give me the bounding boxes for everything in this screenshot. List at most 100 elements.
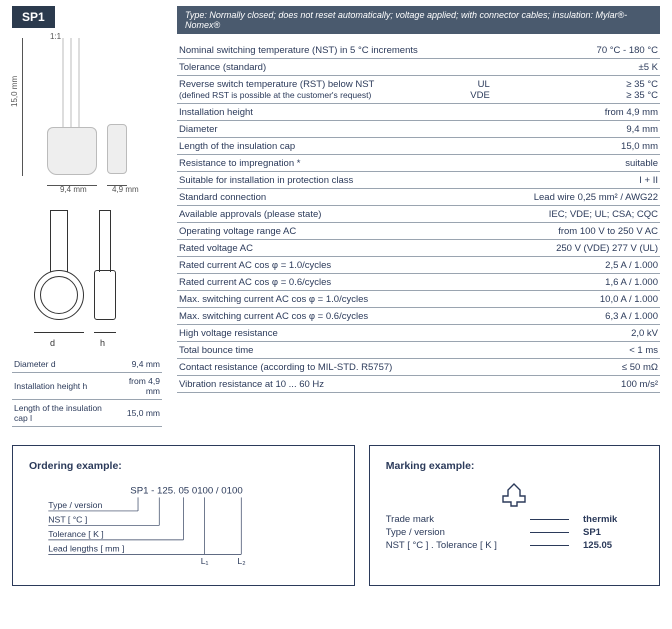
svg-text:L₂: L₂ bbox=[237, 556, 245, 566]
datasheet-page: SP1 1:1 15,0 mm 9,4 mm 4,9 mm bbox=[0, 0, 672, 598]
spec-value: from 100 V to 250 V AC bbox=[510, 223, 660, 240]
dimension-table: Diameter d9,4 mm Installation height hfr… bbox=[12, 356, 162, 427]
spec-value: 1,6 A / 1.000 bbox=[510, 274, 660, 291]
table-row: Available approvals (please state) IEC; V… bbox=[177, 206, 660, 223]
spec-value: 2,0 kV bbox=[510, 325, 660, 342]
table-row: Vibration resistance at 10 ... 60 Hz 100 … bbox=[177, 376, 660, 393]
spec-value: ±5 K bbox=[510, 59, 660, 76]
marking-row: NST [ °C ] . Tolerance [ K ] 125.05 bbox=[386, 540, 643, 551]
table-row: Rated current AC cos φ = 0.6/cycles1,6 A… bbox=[177, 274, 660, 291]
dim-value: from 4,9 mm bbox=[115, 373, 162, 400]
table-row: Rated voltage AC 250 V (VDE) 277 V (UL) bbox=[177, 240, 660, 257]
table-row: Rated current AC cos φ = 1.0/cycles 2,5 A… bbox=[177, 257, 660, 274]
spec-label: Vibration resistance at 10 ... 60 Hz bbox=[177, 376, 461, 393]
table-row: High voltage resistance 2,0 kV bbox=[177, 325, 660, 342]
td-stem bbox=[50, 210, 68, 272]
scale-label: 1:1 bbox=[50, 32, 61, 41]
marking-value: thermik bbox=[583, 514, 643, 525]
ordering-example-box: Ordering example: SP1 - 125. 05 0100 / 0… bbox=[12, 445, 355, 586]
td-body-inner bbox=[40, 276, 78, 314]
td-h-label: h bbox=[100, 338, 105, 348]
dim-value: 9,4 mm bbox=[115, 356, 162, 373]
table-row: Total bounce time < 1 ms bbox=[177, 342, 660, 359]
marking-row: Trade mark thermik bbox=[386, 514, 643, 525]
table-row: Standard connection Lead wire 0,25 mm² / … bbox=[177, 189, 660, 206]
spec-value: ≥ 35 °C≥ 35 °C bbox=[510, 76, 660, 104]
spec-label: Nominal switching temperature (NST) in 5… bbox=[177, 42, 461, 59]
spec-label: Rated current AC cos φ = 1.0/cycles bbox=[177, 257, 461, 274]
spec-label: Length of the insulation cap bbox=[177, 138, 461, 155]
table-row: Diameter 9,4 mm bbox=[177, 121, 660, 138]
spec-value: 9,4 mm bbox=[510, 121, 660, 138]
spec-value: suitable bbox=[510, 155, 660, 172]
marking-label: NST [ °C ] . Tolerance [ K ] bbox=[386, 540, 516, 551]
spec-label: Standard connection bbox=[177, 189, 461, 206]
dim-line-v bbox=[22, 38, 23, 176]
side-graphic bbox=[107, 124, 127, 174]
spec-label: Rated voltage AC bbox=[177, 240, 461, 257]
table-row: Max. switching current AC cos φ = 1.0/cy… bbox=[177, 291, 660, 308]
dim-label: Length of the insulation cap l bbox=[12, 400, 115, 427]
spec-value: Lead wire 0,25 mm² / AWG22 bbox=[510, 189, 660, 206]
td-side-stem bbox=[99, 210, 111, 272]
spec-value: 10,0 A / 1.000 bbox=[510, 291, 660, 308]
height-dim: 15,0 mm bbox=[10, 76, 19, 107]
table-row: Installation heightfrom 4,9 mm bbox=[177, 104, 660, 121]
spec-value: 250 V (VDE) 277 V (UL) bbox=[510, 240, 660, 257]
spec-value: I + II bbox=[510, 172, 660, 189]
spec-label: Operating voltage range AC bbox=[177, 223, 461, 240]
width2-dim: 4,9 mm bbox=[112, 185, 139, 194]
spec-label: Diameter bbox=[177, 121, 461, 138]
table-row: Contact resistance (according to MIL-STD… bbox=[177, 359, 660, 376]
marking-value: 125.05 bbox=[583, 540, 643, 551]
spec-value: 2,5 A / 1.000 bbox=[510, 257, 660, 274]
spec-table: Nominal switching temperature (NST) in 5… bbox=[177, 42, 660, 393]
table-row: Nominal switching temperature (NST) in 5… bbox=[177, 42, 660, 59]
table-row: Reverse switch temperature (RST) below N… bbox=[177, 76, 660, 104]
type-description-bar: Type: Normally closed; does not reset au… bbox=[177, 6, 660, 34]
marking-value: SP1 bbox=[583, 527, 643, 538]
spec-label: Max. switching current AC cos φ = 0.6/cy… bbox=[177, 308, 461, 325]
technical-drawing: d h bbox=[12, 200, 162, 350]
table-row: Tolerance (standard)±5 K bbox=[177, 59, 660, 76]
width1-dim: 9,4 mm bbox=[60, 185, 87, 194]
svg-text:Tolerance [ K ]: Tolerance [ K ] bbox=[48, 529, 103, 539]
right-column: Type: Normally closed; does not reset au… bbox=[177, 6, 660, 427]
marking-row: Type / version SP1 bbox=[386, 527, 643, 538]
spec-label: Max. switching current AC cos φ = 1.0/cy… bbox=[177, 291, 461, 308]
spec-value: IEC; VDE; UL; CSA; CQC bbox=[510, 206, 660, 223]
table-row: Diameter d9,4 mm bbox=[12, 356, 162, 373]
ordering-diagram: SP1 - 125. 05 0100 / 0100 Type / version… bbox=[29, 482, 338, 569]
spec-label: High voltage resistance bbox=[177, 325, 461, 342]
table-row: Length of the insulation cap l15,0 mm bbox=[12, 400, 162, 427]
marking-title: Marking example: bbox=[386, 460, 643, 472]
spec-label: Installation height bbox=[177, 104, 461, 121]
svg-text:Lead lengths [ mm ]: Lead lengths [ mm ] bbox=[48, 543, 124, 553]
product-drawing: 1:1 15,0 mm 9,4 mm 4,9 mm bbox=[12, 32, 162, 427]
td-side bbox=[94, 270, 116, 320]
table-row: Operating voltage range AC from 100 V to … bbox=[177, 223, 660, 240]
spec-value: 70 °C - 180 °C bbox=[510, 42, 660, 59]
spec-value: ≤ 50 mΩ bbox=[510, 359, 660, 376]
spec-label: Available approvals (please state) bbox=[177, 206, 461, 223]
dim-label: Diameter d bbox=[12, 356, 115, 373]
dim-value: 15,0 mm bbox=[115, 400, 162, 427]
left-column: SP1 1:1 15,0 mm 9,4 mm 4,9 mm bbox=[12, 6, 167, 427]
table-row: Suitable for installation in protection … bbox=[177, 172, 660, 189]
table-row: Installation height hfrom 4,9 mm bbox=[12, 373, 162, 400]
spec-label: Total bounce time bbox=[177, 342, 461, 359]
spec-value: 6,3 A / 1.000 bbox=[510, 308, 660, 325]
table-row: Length of the insulation cap 15,0 mm bbox=[177, 138, 660, 155]
top-row: SP1 1:1 15,0 mm 9,4 mm 4,9 mm bbox=[12, 6, 660, 427]
spec-value: 15,0 mm bbox=[510, 138, 660, 155]
spec-value: < 1 ms bbox=[510, 342, 660, 359]
product-photo: 1:1 15,0 mm 9,4 mm 4,9 mm bbox=[12, 32, 162, 192]
wires-graphic bbox=[62, 38, 64, 130]
spec-label: Contact resistance (according to MIL-STD… bbox=[177, 359, 461, 376]
dim-label: Installation height h bbox=[12, 373, 115, 400]
spec-value: 100 m/s² bbox=[510, 376, 660, 393]
bottom-row: Ordering example: SP1 - 125. 05 0100 / 0… bbox=[12, 445, 660, 586]
svg-text:Type / version: Type / version bbox=[48, 500, 102, 510]
thermik-logo-icon bbox=[497, 482, 531, 508]
product-badge: SP1 bbox=[12, 6, 55, 28]
